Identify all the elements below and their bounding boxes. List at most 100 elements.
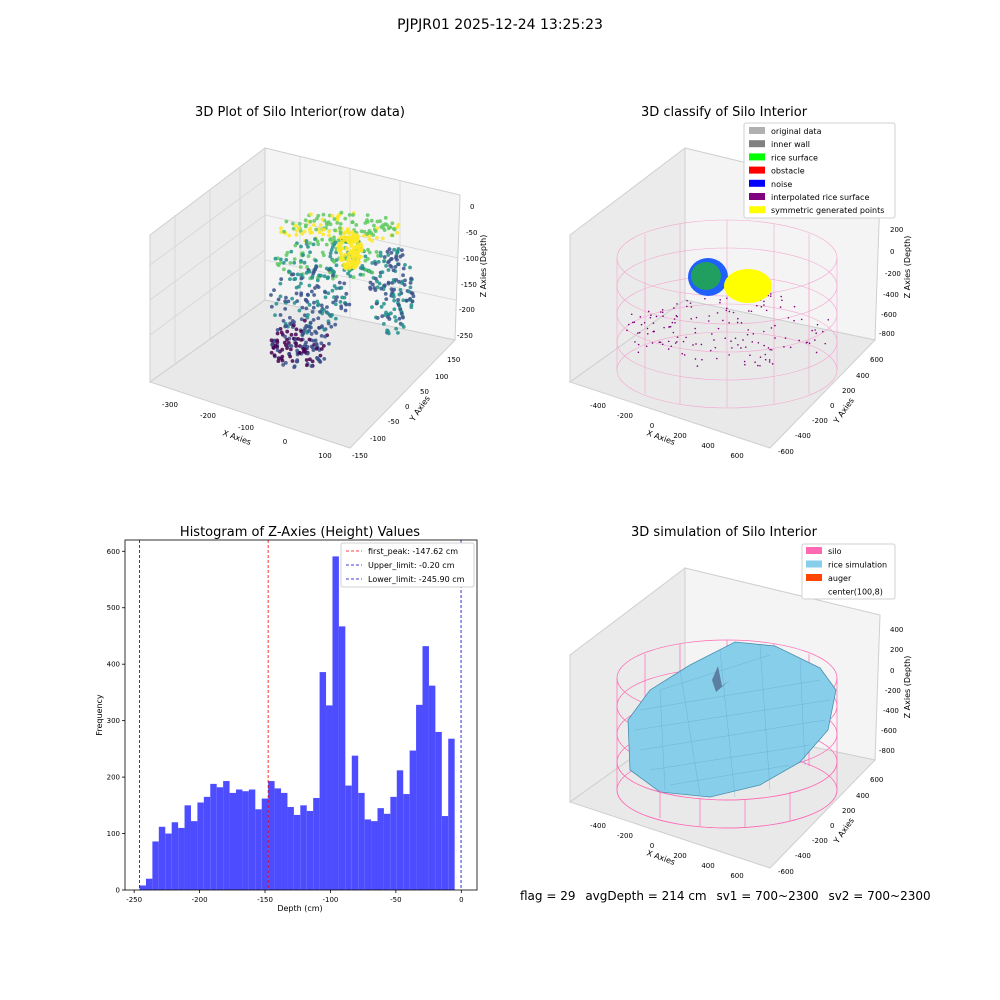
- raw-point: [320, 217, 325, 222]
- raw-point: [292, 277, 297, 282]
- raw-point: [313, 338, 318, 343]
- histogram-reference-lines: [139, 540, 462, 890]
- raw-point: [304, 340, 308, 345]
- classify-point: [759, 356, 762, 358]
- classify-ztick: -200: [885, 270, 901, 278]
- raw-point: [319, 347, 324, 351]
- classify-point: [731, 347, 733, 349]
- raw-point: [369, 231, 374, 235]
- classify-point: [626, 329, 628, 332]
- raw-point: [352, 232, 357, 236]
- raw-point: [382, 283, 387, 288]
- raw-point: [318, 353, 323, 358]
- raw-point: [331, 276, 335, 281]
- raw-point: [284, 324, 289, 328]
- raw-point: [303, 224, 308, 229]
- classify-point: [704, 297, 706, 300]
- raw-point: [278, 281, 283, 286]
- raw-point: [351, 246, 356, 251]
- raw-point: [323, 295, 328, 300]
- raw-point: [330, 288, 335, 293]
- raw-point: [275, 331, 280, 336]
- histogram-bar: [441, 816, 449, 890]
- panel-simulation-3d: 3D simulation of Silo Interior: [568, 525, 912, 880]
- raw-point: [380, 314, 385, 319]
- raw-point: [351, 275, 356, 280]
- raw-point: [312, 293, 317, 297]
- raw-point: [270, 342, 275, 347]
- raw-point: [338, 231, 343, 236]
- classify-xtick: 400: [701, 442, 714, 450]
- classify-point: [686, 305, 688, 308]
- raw-point: [346, 271, 350, 276]
- histogram-bar: [383, 813, 391, 890]
- histogram-bar: [364, 819, 372, 890]
- raw-point: [325, 276, 330, 281]
- raw-point: [397, 316, 402, 321]
- simulation-ztick: -800: [879, 747, 895, 755]
- raw-point: [282, 229, 286, 234]
- raw-point: [314, 265, 319, 269]
- raw-point: [300, 305, 305, 310]
- raw-point: [385, 328, 390, 333]
- classify-point: [763, 304, 765, 306]
- raw-point: [288, 347, 293, 352]
- histogram-bar: [242, 791, 249, 890]
- classify-point: [780, 295, 782, 298]
- histogram-bar: [358, 792, 365, 890]
- classify-point: [692, 344, 694, 346]
- raw-point: [401, 273, 405, 278]
- raw-point: [295, 272, 300, 277]
- classify-point: [653, 330, 656, 333]
- histogram-bar: [171, 822, 179, 890]
- raw-point: [307, 328, 312, 333]
- classify-point: [740, 322, 743, 324]
- raw-point: [275, 348, 280, 353]
- raw-point: [316, 302, 321, 307]
- histogram-ylabel: Frequency: [95, 694, 104, 736]
- classify-point: [627, 323, 630, 326]
- classify-ytick: -600: [778, 448, 794, 456]
- raw-xtick: -100: [238, 424, 254, 432]
- legend-swatch: [806, 574, 822, 581]
- classify-legend: original data inner wall rice surface obsta…: [743, 122, 896, 219]
- raw-point: [295, 348, 300, 353]
- raw-point: [410, 299, 415, 304]
- classify-point: [816, 323, 819, 326]
- raw-point: [320, 237, 325, 242]
- raw-point: [294, 291, 299, 296]
- histogram-bar: [319, 672, 327, 890]
- classify-point: [658, 341, 661, 343]
- raw-point: [348, 274, 353, 279]
- classify-point: [695, 316, 698, 319]
- raw-point: [343, 308, 348, 313]
- raw-point: [380, 236, 385, 241]
- classify-point: [726, 307, 728, 310]
- classify-y-ticks: 600 400 200 0 -200 -400 -600: [778, 356, 883, 456]
- raw-point: [296, 284, 301, 289]
- classify-interpolated-points: [626, 289, 830, 367]
- classify-x-ticks: -400 -200 0 200 400 600: [590, 402, 744, 460]
- raw-point: [359, 242, 363, 247]
- simulation-z-ticks: 400 200 0 -200 -400 -600 -800: [879, 626, 903, 755]
- histogram-bar: [274, 788, 282, 890]
- histogram-xtick-label: -200: [192, 896, 208, 904]
- classify-point: [783, 346, 785, 348]
- classify-point: [673, 307, 675, 309]
- raw-ytick: 150: [447, 356, 460, 364]
- raw-point: [326, 321, 331, 326]
- raw-point: [408, 280, 413, 285]
- raw-point: [304, 358, 309, 362]
- classify-point: [744, 363, 746, 366]
- raw-point: [409, 305, 414, 310]
- classify-point: [768, 361, 771, 363]
- histogram-bar: [197, 802, 204, 890]
- raw-point: [322, 227, 327, 232]
- histogram-ytick-label: 300: [107, 717, 120, 725]
- simulation-x-ticks: -400 -200 0 200 400 600: [590, 822, 744, 880]
- histogram-bar: [306, 810, 314, 890]
- classify-point: [811, 329, 813, 332]
- raw-point: [358, 272, 363, 277]
- raw-point: [398, 288, 403, 292]
- histogram-bar: [332, 556, 339, 890]
